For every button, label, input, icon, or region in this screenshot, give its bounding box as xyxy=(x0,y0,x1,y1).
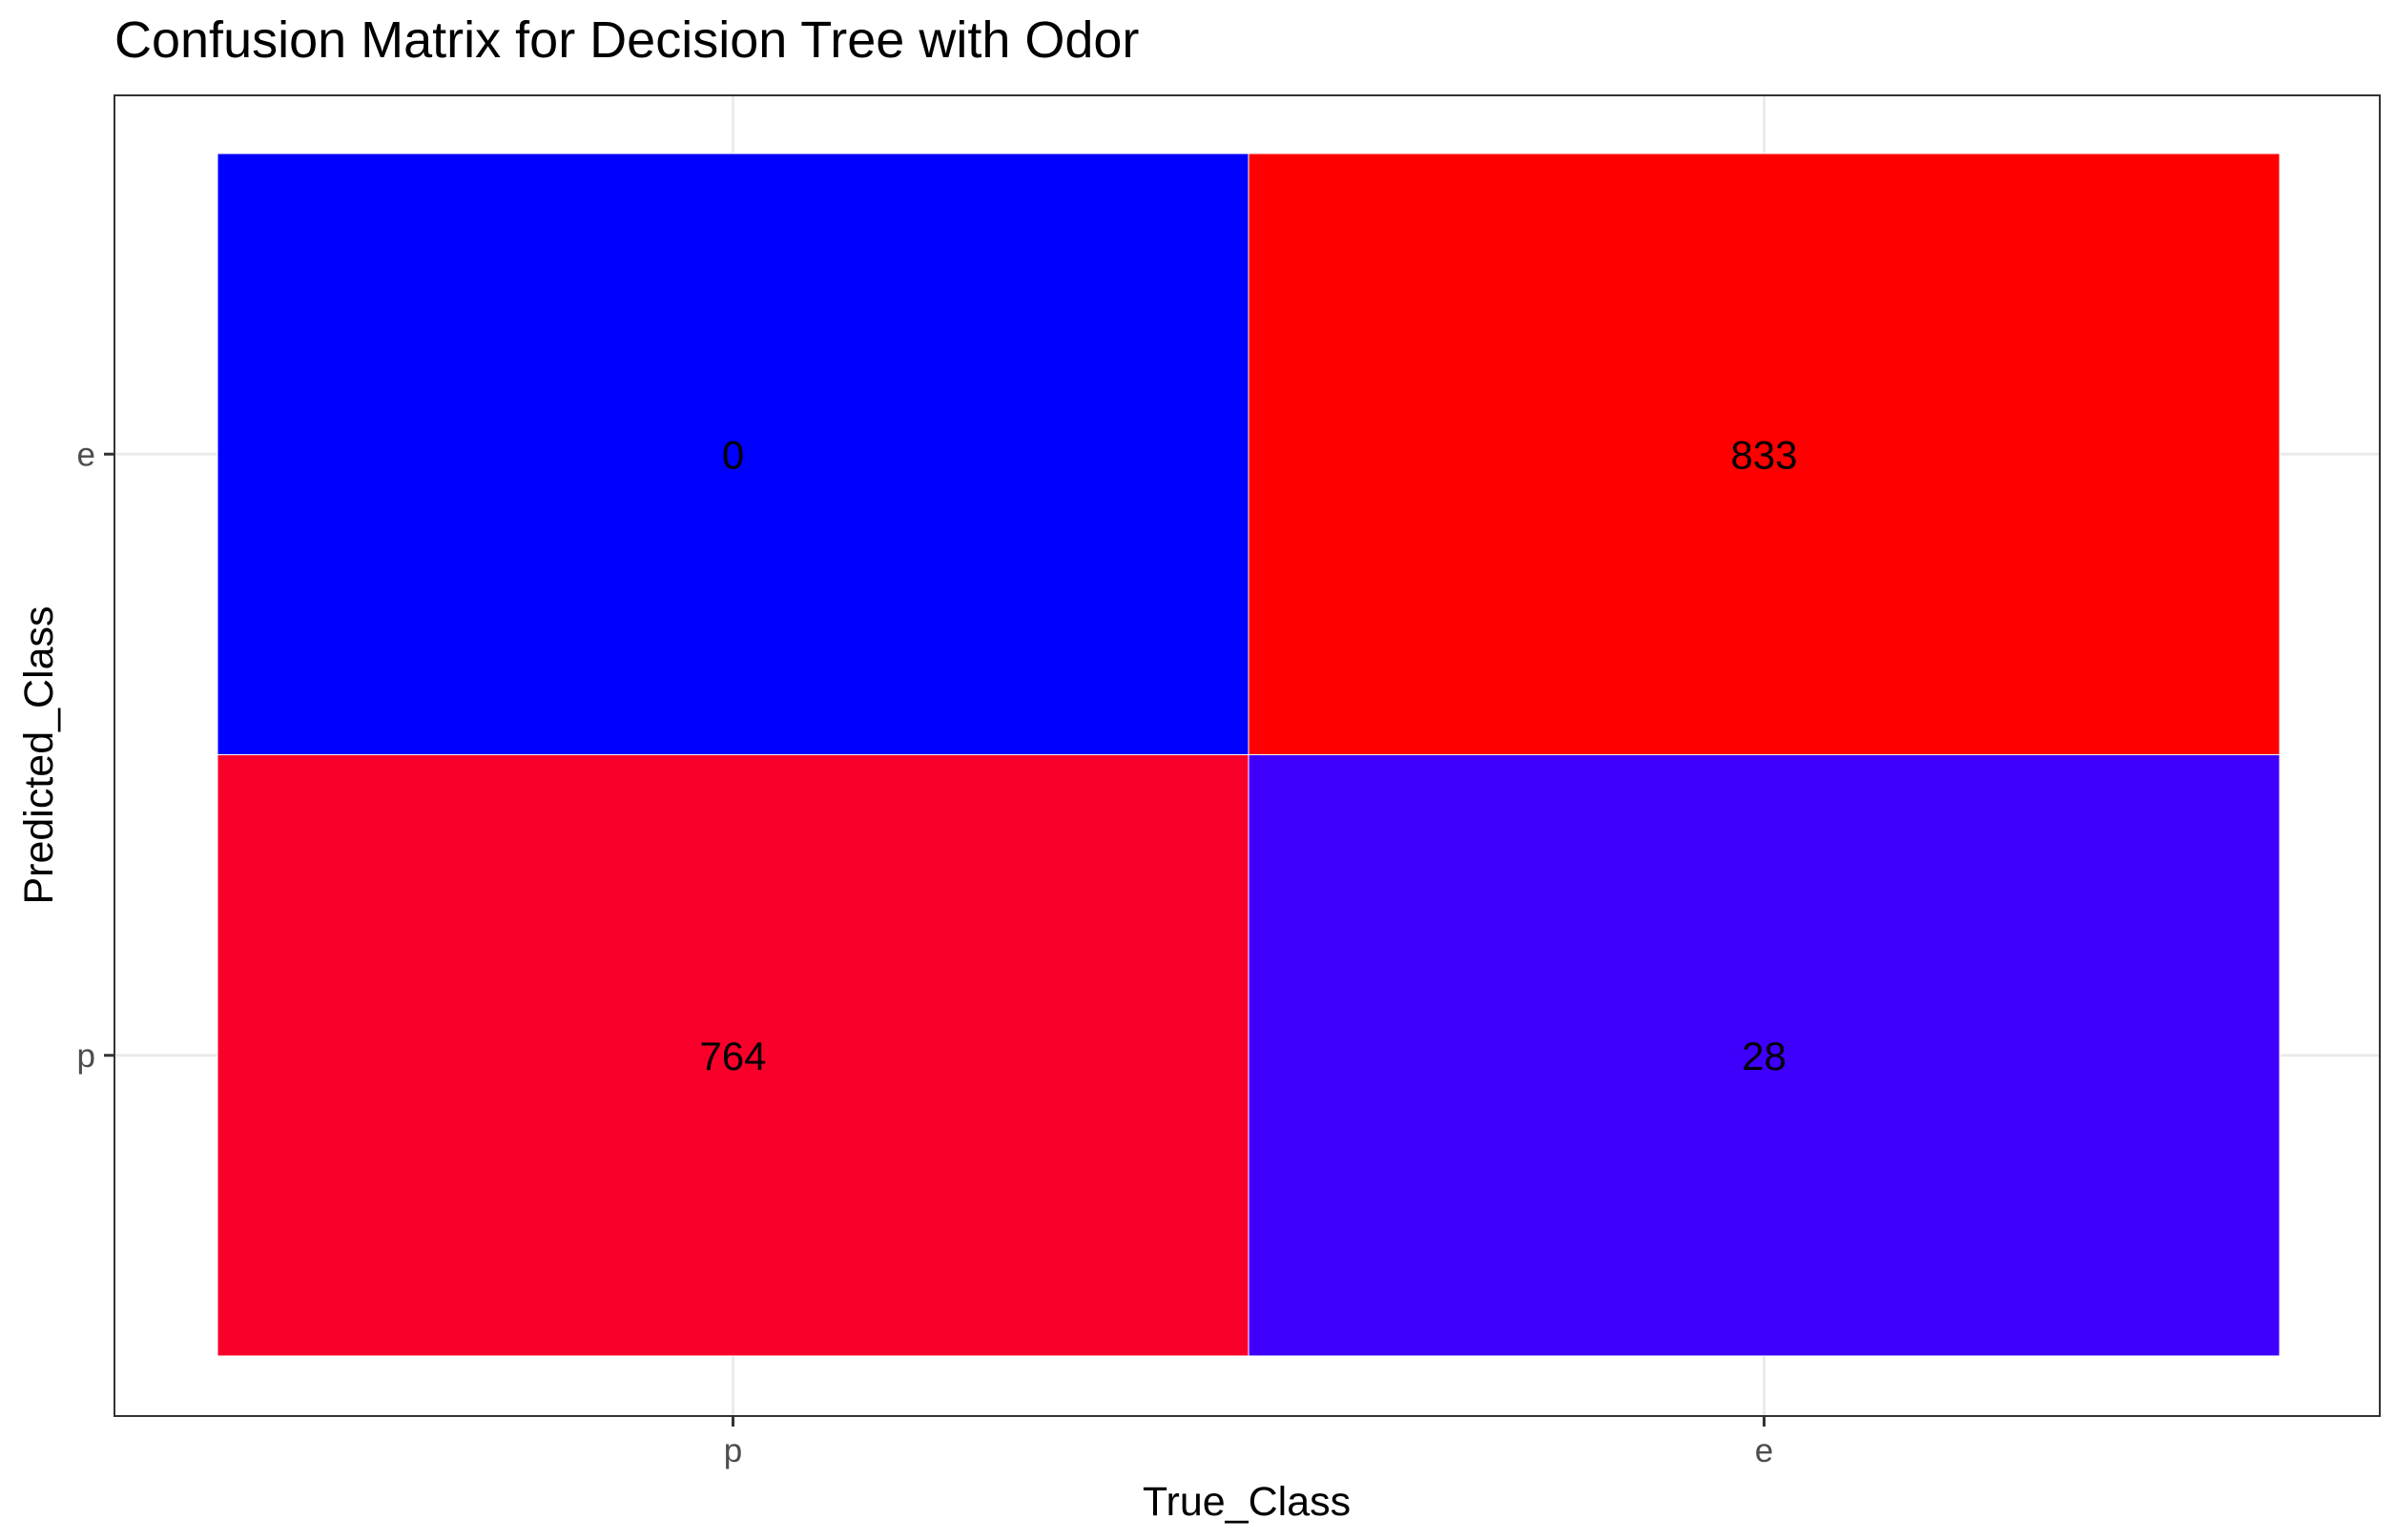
y-axis-title: Predicted_Class xyxy=(16,606,62,904)
cell-labels: 0 833 764 28 xyxy=(699,432,1797,1078)
chart-title: Confusion Matrix for Decision Tree with … xyxy=(114,11,1139,69)
heatmap-tiles xyxy=(217,153,2281,1357)
heatmap-tile-e-e xyxy=(1248,153,2281,755)
heatmap-tile-p-e xyxy=(217,153,1250,755)
heatmap-tile-p-p xyxy=(217,754,1250,1357)
x-axis-title: True_Class xyxy=(1143,1479,1351,1525)
y-tick-label: e xyxy=(77,436,95,473)
cell-value-label: 0 xyxy=(722,432,744,477)
cell-value-label: 764 xyxy=(699,1034,766,1078)
x-tick-label: p xyxy=(724,1432,742,1469)
x-tick-label: e xyxy=(1755,1432,1773,1469)
y-axis: ep xyxy=(77,436,114,1075)
heatmap-tile-e-p xyxy=(1248,754,2281,1357)
y-tick-label: p xyxy=(77,1037,95,1075)
cell-value-label: 28 xyxy=(1742,1034,1787,1078)
cell-value-label: 833 xyxy=(1730,432,1797,477)
plot-panel-border xyxy=(114,94,2381,1417)
